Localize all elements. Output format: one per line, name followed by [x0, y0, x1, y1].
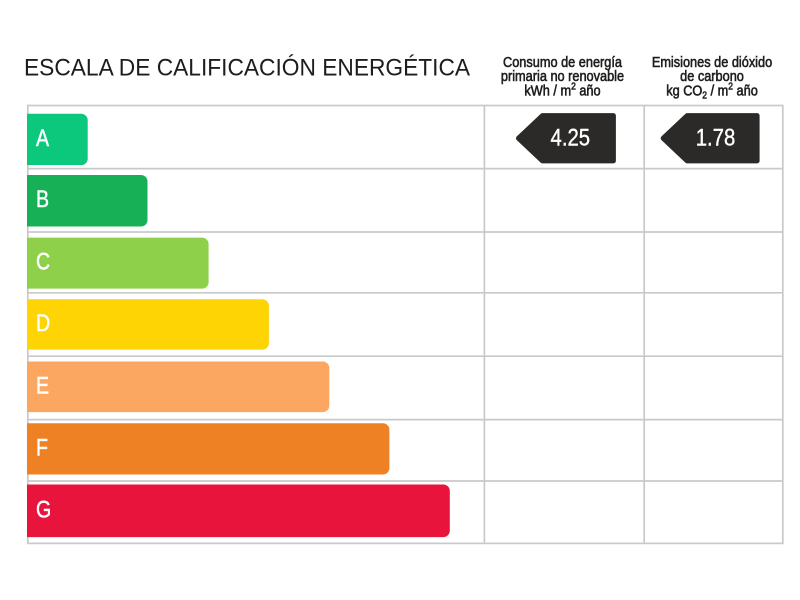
svg-text:A: A — [36, 124, 49, 152]
svg-text:kWh / m2 año: kWh / m2 año — [524, 81, 600, 99]
svg-text:primaria no renovable: primaria no renovable — [501, 67, 624, 84]
svg-text:de carbono: de carbono — [680, 67, 744, 84]
svg-text:4.25: 4.25 — [551, 124, 591, 151]
svg-text:Consumo de energía: Consumo de energía — [503, 53, 622, 70]
svg-text:D: D — [36, 309, 50, 337]
svg-text:B: B — [36, 185, 49, 213]
svg-text:F: F — [36, 433, 48, 461]
svg-text:E: E — [36, 371, 49, 399]
svg-text:ESCALA DE CALIFICACIÓN ENERGÉT: ESCALA DE CALIFICACIÓN ENERGÉTICA — [24, 54, 470, 82]
svg-text:1.78: 1.78 — [696, 124, 736, 151]
svg-text:Emisiones de dióxido: Emisiones de dióxido — [652, 53, 773, 70]
svg-text:G: G — [36, 495, 51, 523]
svg-text:C: C — [36, 248, 50, 276]
svg-text:kg CO2 / m2 año: kg CO2 / m2 año — [666, 81, 758, 101]
